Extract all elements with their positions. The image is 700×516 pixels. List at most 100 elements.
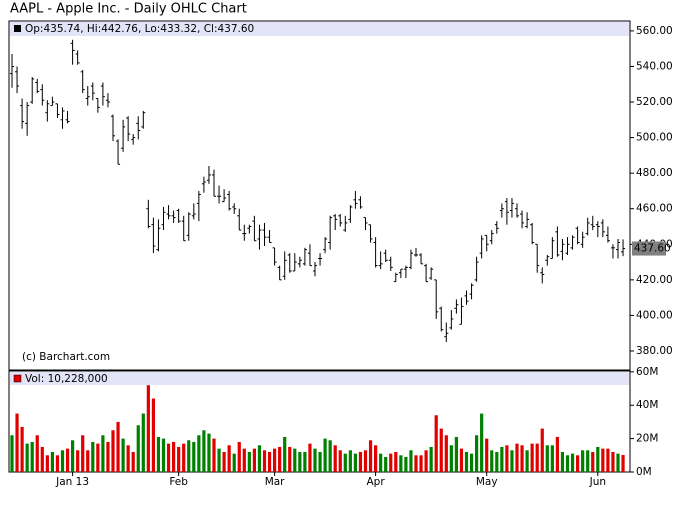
watermark: (c) Barchart.com: [22, 351, 110, 363]
volume-bar: [273, 448, 277, 472]
volume-bar: [313, 448, 317, 472]
volume-bar: [565, 455, 570, 472]
volume-bar: [242, 448, 246, 472]
x-tick-label: Feb: [169, 476, 188, 488]
volume-bar: [338, 450, 342, 472]
volume-bar: [429, 446, 433, 472]
volume-bar: [439, 428, 443, 472]
volume-tick-label: 0M: [636, 466, 652, 478]
volume-bar: [283, 436, 287, 472]
volume-bar: [136, 425, 140, 472]
volume-bar: [222, 451, 226, 472]
volume-bar: [419, 455, 423, 472]
price-legend-icon: [14, 25, 21, 32]
volume-bar: [389, 453, 393, 472]
volume-bar: [550, 445, 554, 472]
volume-bar: [257, 445, 262, 472]
volume-bar: [202, 430, 206, 472]
volume-bar: [576, 455, 580, 472]
volume-bar: [35, 435, 39, 472]
y-tick-label: 460.00: [636, 203, 673, 215]
volume-bar: [25, 443, 29, 472]
volume-tick-label: 20M: [636, 433, 658, 445]
volume-bar: [146, 385, 150, 472]
volume-bar: [384, 456, 388, 472]
volume-bar: [358, 451, 363, 472]
volume-bar: [91, 441, 95, 472]
volume-bar: [606, 448, 610, 472]
volume-bar: [177, 446, 181, 472]
volume-bar: [343, 453, 347, 472]
volume-bar: [591, 451, 595, 472]
volume-bar: [197, 435, 201, 472]
volume-bar: [449, 445, 453, 472]
y-tick-label: 520.00: [636, 96, 673, 108]
volume-bar: [616, 453, 620, 472]
volume-bar: [293, 448, 297, 472]
volume-bar: [570, 453, 575, 472]
volume-bar: [495, 451, 499, 472]
volume-bar: [96, 443, 100, 472]
volume-bar: [267, 451, 272, 472]
volume-bar: [485, 438, 489, 472]
volume-bar: [212, 438, 216, 472]
volume-bar: [192, 441, 196, 472]
volume-bar: [237, 441, 241, 472]
volume-bar: [247, 451, 251, 472]
price-tag-box: [632, 241, 666, 256]
volume-bar: [368, 440, 373, 472]
x-tick-label: May: [476, 476, 498, 488]
volume-bar: [318, 451, 322, 472]
volume-bar: [363, 450, 368, 472]
y-tick-label: 540.00: [636, 60, 673, 72]
price-panel: [8, 20, 631, 371]
volume-bar: [464, 451, 469, 472]
volume-bar: [490, 450, 494, 472]
volume-bar: [207, 433, 211, 472]
volume-legend-icon: [13, 374, 22, 383]
volume-bar: [399, 455, 403, 472]
volume-bar: [298, 451, 302, 472]
volume-bar: [596, 446, 600, 472]
volume-bar: [581, 450, 585, 472]
volume-bar: [480, 413, 484, 472]
volume-legend: Vol: 10,228,000: [25, 373, 108, 385]
volume-bar: [500, 446, 504, 472]
volume-bar: [30, 441, 34, 472]
volume-bar: [469, 453, 474, 472]
volume-bar: [55, 455, 60, 472]
volume-bar: [404, 456, 408, 472]
price-legend: Op:435.74, Hi:442.76, Lo:433.32, Cl:437.…: [25, 23, 254, 35]
x-tick-label: Jun: [589, 476, 606, 488]
y-tick-label: 380.00: [636, 345, 673, 357]
volume-bar: [328, 440, 332, 472]
volume-bar: [131, 451, 135, 472]
volume-bar: [353, 453, 357, 472]
volume-bar: [510, 450, 514, 472]
volume-bar: [374, 445, 378, 472]
volume-tick-label: 40M: [636, 399, 658, 411]
volume-bar: [65, 448, 70, 472]
volume-bar: [111, 430, 115, 472]
volume-bar: [520, 445, 524, 472]
volume-bar: [101, 435, 105, 472]
volume-bar: [601, 448, 605, 472]
volume-bar: [50, 451, 54, 472]
volume-bar: [621, 454, 625, 472]
volume-bar: [227, 445, 231, 472]
x-tick-label: Mar: [265, 476, 285, 488]
volume-bar: [454, 436, 458, 472]
volume-bar: [555, 436, 559, 472]
volume-bar: [15, 413, 19, 472]
volume-bar: [348, 450, 352, 472]
volume-bar: [288, 446, 292, 472]
volume-bar: [232, 453, 236, 472]
volume-bar: [116, 421, 120, 472]
x-tick-label: Apr: [367, 476, 386, 488]
volume-bar: [141, 413, 145, 472]
y-tick-label: 500.00: [636, 132, 673, 144]
volume-bar: [126, 445, 130, 472]
volume-bar: [505, 445, 509, 472]
x-tick-label: Jan 13: [55, 476, 89, 488]
y-tick-label: 480.00: [636, 167, 673, 179]
